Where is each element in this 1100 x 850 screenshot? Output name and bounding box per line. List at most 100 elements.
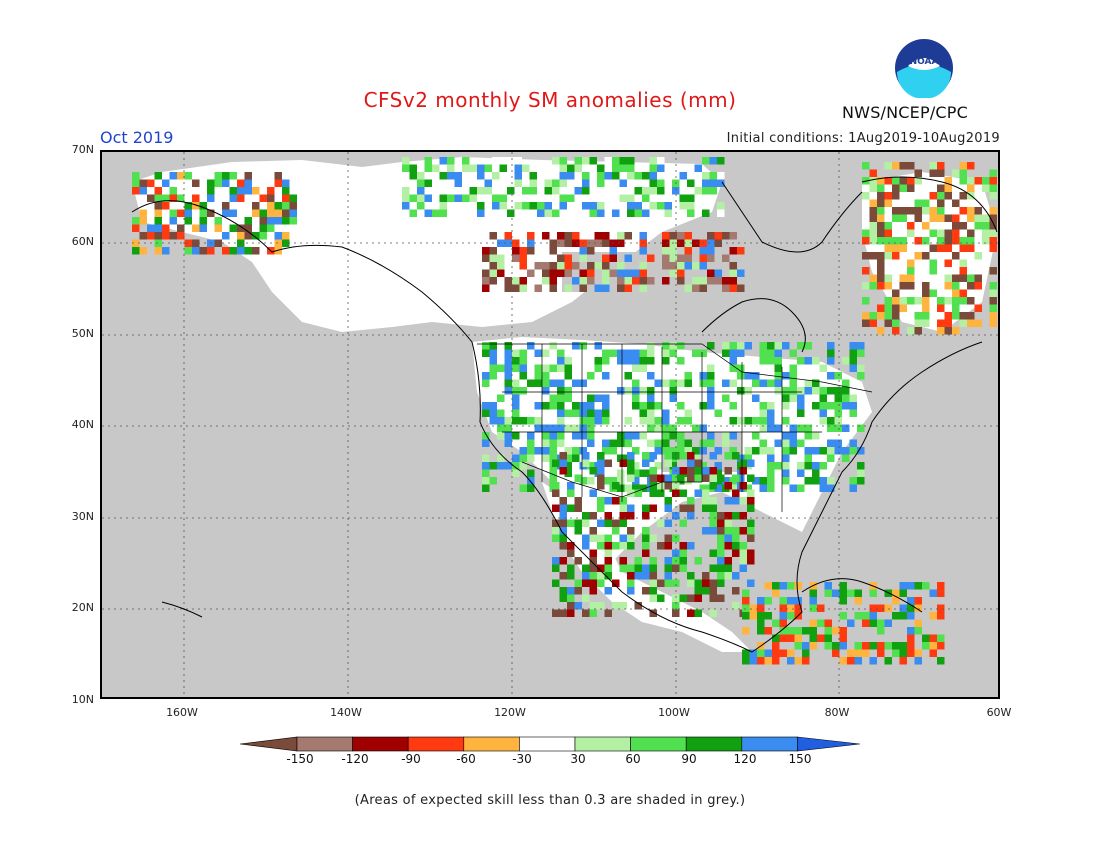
anomaly-cell	[952, 304, 960, 312]
anomaly-cell	[647, 254, 655, 262]
anomaly-cell	[199, 217, 207, 225]
anomaly-cell	[672, 564, 680, 572]
anomaly-cell	[782, 439, 790, 447]
anomaly-cell	[789, 372, 797, 380]
anomaly-cell	[672, 512, 680, 520]
anomaly-cell	[559, 497, 567, 505]
anomaly-cell	[624, 269, 632, 277]
anomaly-cell	[557, 394, 565, 402]
anomaly-cell	[639, 284, 647, 292]
anomaly-cell	[559, 512, 567, 520]
anomaly-cell	[229, 224, 237, 232]
anomaly-cell	[679, 519, 687, 527]
anomaly-cell	[512, 402, 520, 410]
anomaly-cell	[914, 312, 922, 320]
anomaly-cell	[907, 267, 915, 275]
anomaly-cell	[632, 402, 640, 410]
anomaly-cell	[572, 379, 580, 387]
anomaly-cell	[764, 597, 772, 605]
anomaly-cell	[812, 357, 820, 365]
anomaly-cell	[959, 319, 967, 327]
anomaly-cell	[557, 262, 565, 270]
anomaly-cell	[767, 409, 775, 417]
anomaly-cell	[557, 254, 565, 262]
anomaly-cell	[804, 387, 812, 395]
anomaly-cell	[849, 357, 857, 365]
anomaly-cell	[447, 172, 455, 180]
anomaly-cell	[737, 349, 745, 357]
anomaly-cell	[989, 297, 997, 305]
anomaly-cell	[707, 372, 715, 380]
anomaly-cell	[597, 452, 605, 460]
anomaly-cell	[709, 187, 717, 195]
anomaly-cell	[937, 657, 945, 665]
anomaly-cell	[787, 612, 795, 620]
anomaly-cell	[929, 169, 937, 177]
anomaly-cell	[402, 157, 410, 165]
anomaly-cell	[669, 387, 677, 395]
anomaly-cell	[794, 634, 802, 642]
anomaly-cell	[952, 327, 960, 335]
anomaly-cell	[519, 284, 527, 292]
anomaly-cell	[707, 364, 715, 372]
anomaly-cell	[497, 462, 505, 470]
anomaly-cell	[747, 557, 755, 565]
anomaly-cell	[664, 572, 672, 580]
anomaly-cell	[884, 177, 892, 185]
anomaly-cell	[639, 387, 647, 395]
anomaly-cell	[827, 417, 835, 425]
anomaly-cell	[967, 207, 975, 215]
anomaly-cell	[892, 589, 900, 597]
anomaly-cell	[914, 252, 922, 260]
anomaly-cell	[892, 237, 900, 245]
anomaly-cell	[604, 572, 612, 580]
anomaly-cell	[642, 512, 650, 520]
anomaly-cell	[687, 497, 695, 505]
anomaly-cell	[809, 604, 817, 612]
anomaly-cell	[709, 594, 717, 602]
anomaly-cell	[624, 387, 632, 395]
anomaly-cell	[597, 534, 605, 542]
anomaly-cell	[559, 467, 567, 475]
anomaly-cell	[482, 247, 490, 255]
anomaly-cell	[642, 564, 650, 572]
anomaly-cell	[759, 424, 767, 432]
anomaly-cell	[582, 572, 590, 580]
anomaly-cell	[632, 379, 640, 387]
anomaly-cell	[482, 439, 490, 447]
anomaly-cell	[869, 207, 877, 215]
anomaly-cell	[609, 477, 617, 485]
anomaly-cell	[657, 542, 665, 550]
anomaly-cell	[914, 604, 922, 612]
anomaly-cell	[812, 469, 820, 477]
anomaly-cell	[207, 209, 215, 217]
anomaly-cell	[574, 519, 582, 527]
anomaly-cell	[694, 579, 702, 587]
anomaly-cell	[794, 604, 802, 612]
anomaly-cell	[779, 597, 787, 605]
anomaly-cell	[619, 602, 627, 610]
anomaly-cell	[597, 179, 605, 187]
anomaly-cell	[862, 252, 870, 260]
anomaly-cell	[759, 349, 767, 357]
anomaly-cell	[632, 447, 640, 455]
anomaly-cell	[834, 387, 842, 395]
anomaly-cell	[602, 239, 610, 247]
anomaly-cell	[639, 262, 647, 270]
anomaly-cell	[702, 474, 710, 482]
anomaly-cell	[739, 542, 747, 550]
anomaly-cell	[794, 597, 802, 605]
anomaly-cell	[907, 597, 915, 605]
anomaly-cell	[469, 164, 477, 172]
anomaly-cell	[862, 282, 870, 290]
anomaly-cell	[594, 342, 602, 350]
anomaly-cell	[842, 357, 850, 365]
anomaly-cell	[649, 482, 657, 490]
anomaly-cell	[619, 179, 627, 187]
anomaly-cell	[929, 642, 937, 650]
anomaly-cell	[717, 534, 725, 542]
anomaly-cell	[579, 254, 587, 262]
anomaly-cell	[552, 519, 560, 527]
anomaly-cell	[482, 469, 490, 477]
anomaly-cell	[602, 269, 610, 277]
